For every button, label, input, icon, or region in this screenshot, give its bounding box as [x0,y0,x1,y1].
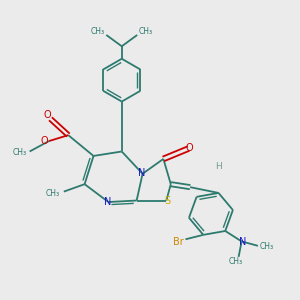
Text: CH₃: CH₃ [91,27,105,36]
Text: N: N [239,237,246,247]
Text: CH₃: CH₃ [12,148,26,157]
Text: S: S [164,196,170,206]
Text: Br: Br [173,237,183,247]
Text: O: O [186,142,193,153]
Text: CH₃: CH₃ [229,257,243,266]
Text: CH₃: CH₃ [45,189,60,198]
Text: O: O [44,110,51,120]
Text: O: O [40,136,48,146]
Text: N: N [104,197,112,207]
Text: CH₃: CH₃ [139,27,153,36]
Text: N: N [138,168,146,178]
Text: H: H [215,162,222,171]
Text: CH₃: CH₃ [260,242,274,251]
